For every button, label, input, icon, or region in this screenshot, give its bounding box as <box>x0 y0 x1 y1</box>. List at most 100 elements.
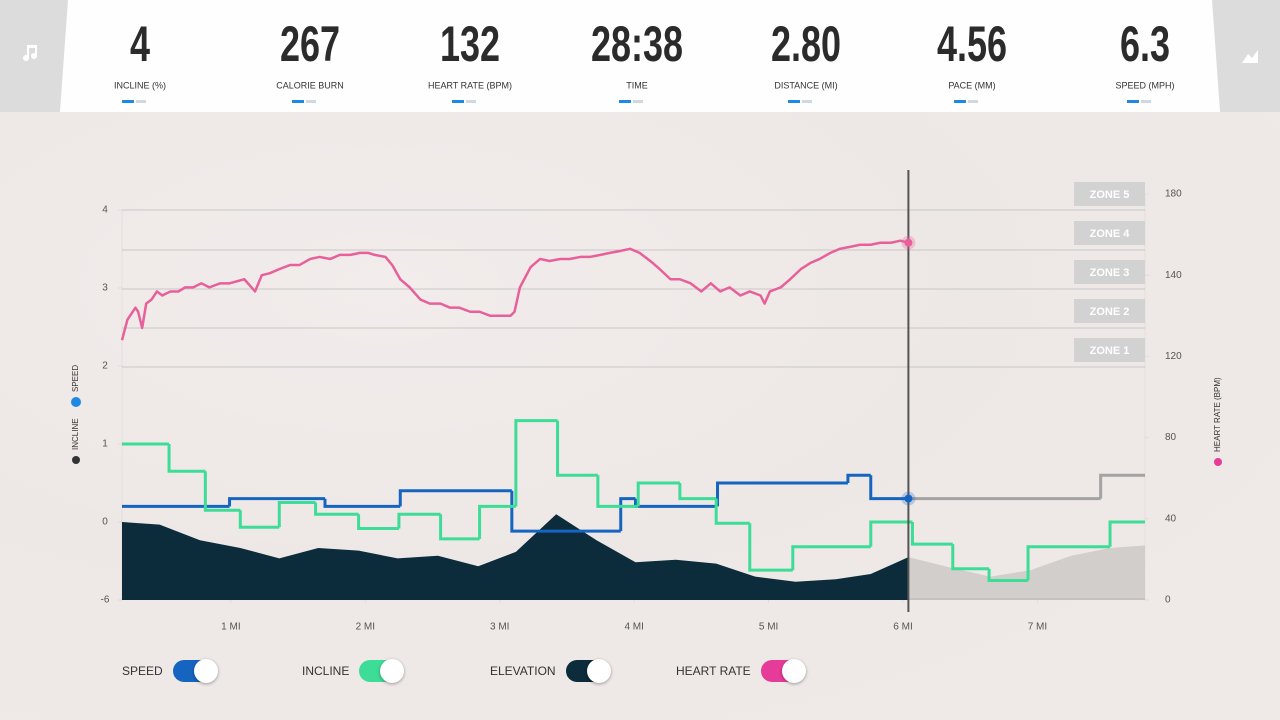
hr-dot <box>904 238 913 247</box>
position-dot <box>904 494 913 503</box>
step-segment <box>228 497 325 507</box>
stat-value: 4 <box>130 18 150 73</box>
y-tick-label: 4 <box>102 205 108 216</box>
toggle-switch[interactable] <box>172 659 218 683</box>
stat-value: 6.3 <box>1120 18 1170 73</box>
series-toggle[interactable]: SPEED <box>122 658 218 684</box>
step-segment <box>1026 545 1111 581</box>
series-toggle[interactable]: HEART RATE <box>676 658 806 684</box>
step-segment <box>556 420 598 477</box>
toggle-knob <box>193 659 218 683</box>
chart-icon[interactable] <box>1242 50 1258 63</box>
step-segment <box>596 475 639 508</box>
zone-box <box>1074 221 1145 245</box>
stat-indicator <box>968 100 978 103</box>
toggle-switch[interactable] <box>359 659 405 683</box>
stat-value: 28:38 <box>591 18 683 73</box>
heart-rate-line <box>120 239 909 341</box>
zone-label: ZONE 4 <box>1090 228 1131 240</box>
elevation-area <box>122 514 909 600</box>
step-segment <box>478 504 516 539</box>
stat-indicator <box>122 100 134 103</box>
x-tick-label: 4 MI <box>624 622 643 633</box>
stat-indicator <box>1141 100 1151 103</box>
step-segment <box>846 473 871 483</box>
zone-box <box>1074 338 1145 362</box>
stat-indicator <box>292 100 304 103</box>
toggle-label: SPEED <box>122 664 163 678</box>
y-tick-label: 3 <box>102 283 108 294</box>
step-segment <box>398 489 512 507</box>
x-tick-label: 2 MI <box>356 622 375 633</box>
y-axis-label: INCLINE <box>71 418 80 450</box>
backdrop <box>0 112 1280 720</box>
series-toggle[interactable]: INCLINE <box>302 658 405 684</box>
step-segment <box>987 568 1029 582</box>
toggle-knob <box>781 659 806 683</box>
y-tick-label: 0 <box>102 517 108 528</box>
stat-value: 2.80 <box>771 18 841 73</box>
y-axis-title: INCLINE SPEED <box>71 365 81 464</box>
toggle-label: INCLINE <box>302 664 350 678</box>
y2-tick-label: 0 <box>1165 595 1171 606</box>
y-tick-label: 1 <box>102 439 108 450</box>
step-segment <box>510 490 621 533</box>
y2-tick-label: 120 <box>1165 351 1182 362</box>
x-tick-label: 3 MI <box>490 622 509 633</box>
stat-indicator <box>1127 100 1139 103</box>
right-side-panel[interactable] <box>1212 0 1280 112</box>
step-segment <box>514 419 558 507</box>
zone-box <box>1074 182 1145 206</box>
stat-value: 132 <box>440 18 500 73</box>
step-segment <box>678 483 717 501</box>
toggle-switch[interactable] <box>565 659 611 683</box>
x-tick-label: 6 MI <box>893 622 912 633</box>
step-segment <box>869 475 909 501</box>
series-toggle[interactable]: ELEVATION <box>490 658 611 684</box>
stat-indicator <box>452 100 464 103</box>
step-segment <box>951 544 990 571</box>
stat-indicator <box>633 100 643 103</box>
y2-tick-label: 40 <box>1165 513 1177 524</box>
stat-label: CALORIE BURN <box>276 80 344 90</box>
step-segment <box>1099 473 1145 499</box>
x-tick-label: 5 MI <box>759 622 778 633</box>
y-axis-label: SPEED <box>71 365 80 392</box>
x-tick-label: 1 MI <box>221 622 240 633</box>
step-segment <box>357 514 399 530</box>
step-segment <box>167 444 206 473</box>
stat-indicator <box>136 100 146 103</box>
step-segment <box>203 471 241 512</box>
stat-label: SPEED (MPH) <box>1115 80 1174 90</box>
y2-tick-label: 80 <box>1165 432 1177 443</box>
step-segment <box>714 498 750 525</box>
music-icon[interactable] <box>23 45 37 61</box>
zone-box <box>1074 260 1145 284</box>
stat-label: TIME <box>626 80 648 90</box>
stat-value: 267 <box>280 18 340 73</box>
step-segment <box>869 520 913 547</box>
stat-label: INCLINE (%) <box>114 80 166 90</box>
x-tick-label: 7 MI <box>1028 622 1047 633</box>
y-tick-label: 2 <box>102 361 108 372</box>
stat-indicator <box>306 100 316 103</box>
zone-label: ZONE 3 <box>1090 267 1130 279</box>
toggle-label: ELEVATION <box>490 664 556 678</box>
zone-box <box>1074 299 1145 323</box>
toggle-knob <box>586 659 611 683</box>
zone-label: ZONE 5 <box>1090 189 1130 201</box>
step-segment <box>636 481 680 507</box>
stat-value: 4.56 <box>937 18 1007 73</box>
stat-indicator <box>466 100 476 103</box>
step-segment <box>314 502 359 516</box>
step-segment <box>439 514 480 541</box>
step-segment <box>791 545 871 571</box>
step-segment <box>1108 520 1145 547</box>
stat-indicator <box>788 100 800 103</box>
toggle-knob <box>380 659 405 683</box>
stat-label: HEART RATE (BPM) <box>428 80 512 90</box>
toggle-switch[interactable] <box>760 659 806 683</box>
